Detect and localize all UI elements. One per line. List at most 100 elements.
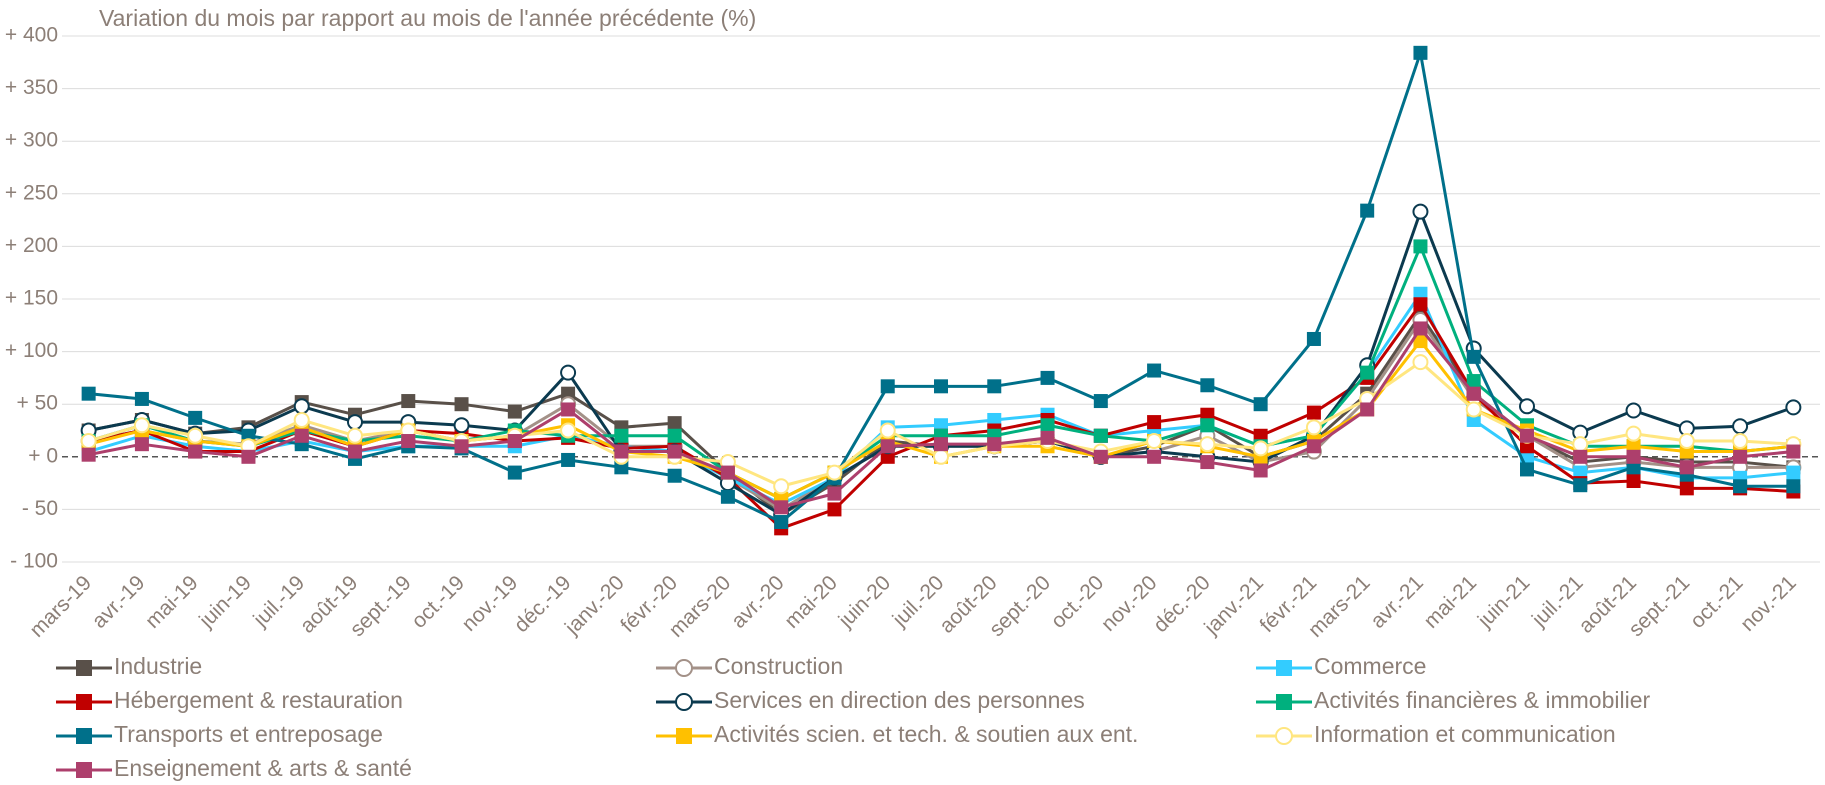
x-tick-label: oct.-20 [1047, 571, 1109, 633]
point [774, 515, 789, 530]
series-line [88, 302, 1794, 530]
point [1360, 365, 1375, 380]
series [80, 354, 1802, 495]
x-tick-label: avr.-21 [1366, 571, 1428, 633]
point [1200, 407, 1215, 422]
point [1465, 401, 1482, 418]
x-tick-label: nov.-19 [458, 571, 523, 636]
x-tick-label: juin-20 [834, 571, 896, 633]
point [1147, 415, 1162, 430]
point [1253, 463, 1268, 478]
point [1306, 331, 1321, 346]
point [1412, 354, 1429, 371]
point [507, 404, 522, 419]
point [401, 434, 416, 449]
point [1093, 394, 1108, 409]
point [1520, 428, 1534, 443]
y-tick-label: + 150 [5, 287, 58, 310]
point [1413, 321, 1428, 336]
point [293, 398, 310, 415]
point [80, 433, 97, 450]
point [1519, 398, 1535, 415]
legend-marker [76, 728, 92, 744]
point [1520, 462, 1534, 477]
point [1626, 449, 1641, 464]
point [879, 422, 896, 439]
y-tick-label: - 50 [22, 497, 58, 520]
legend-marker [76, 762, 92, 778]
point [454, 397, 469, 412]
point [1573, 449, 1588, 464]
point [667, 416, 682, 431]
legend-item: Hébergement & restauration [56, 687, 403, 713]
point [773, 478, 790, 495]
x-tick-label: janv.-20 [560, 571, 629, 640]
point [454, 439, 469, 454]
point [933, 448, 949, 465]
point [1679, 460, 1694, 475]
legend-label: Transports et entreposage [114, 721, 383, 747]
point [614, 444, 629, 459]
legend-marker [1276, 660, 1292, 676]
point [880, 379, 895, 394]
y-tick-label: + 200 [5, 234, 58, 257]
point [1679, 481, 1694, 496]
point [1146, 433, 1163, 450]
legend-item: Enseignement & arts & santé [56, 755, 412, 781]
legend-marker [76, 694, 92, 710]
point [561, 402, 576, 417]
point [1413, 297, 1428, 312]
point [507, 465, 522, 480]
point [1200, 378, 1215, 393]
point [241, 449, 256, 464]
point [561, 452, 576, 467]
point [1413, 334, 1428, 349]
point [1253, 428, 1268, 443]
point [560, 364, 577, 381]
x-tick-label: mai-20 [780, 571, 842, 633]
point [1573, 465, 1588, 480]
legend-label: Industrie [114, 653, 202, 679]
series-line [88, 318, 1794, 511]
point [720, 489, 735, 504]
chart-title: Variation du mois par rapport au mois de… [99, 5, 756, 31]
point [826, 464, 843, 481]
point [293, 411, 310, 428]
legend-item: Information et communication [1256, 721, 1616, 747]
point [1252, 440, 1269, 457]
x-tick-label: avr.-19 [88, 571, 150, 633]
point [294, 428, 309, 443]
x-tick-label: oct.-19 [407, 571, 469, 633]
legend-label: Activités scien. et tech. & soutien aux … [714, 721, 1138, 747]
legend-label: Hébergement & restauration [114, 687, 403, 713]
point [1572, 436, 1589, 453]
point [188, 410, 203, 425]
point [1625, 402, 1642, 419]
legend-item: Construction [656, 653, 843, 679]
point [1732, 418, 1749, 435]
legend-item: Activités scien. et tech. & soutien aux … [656, 721, 1138, 747]
point [1305, 419, 1322, 436]
point [827, 502, 842, 517]
point [1360, 203, 1375, 218]
point [1360, 402, 1375, 417]
point [1147, 449, 1162, 464]
point [667, 444, 682, 459]
legend-label: Information et communication [1314, 721, 1616, 747]
y-tick-label: + 100 [5, 339, 58, 362]
point [134, 437, 149, 452]
point [453, 417, 470, 434]
point [1413, 286, 1428, 301]
legend-marker [1275, 727, 1293, 745]
y-tick-label: + 350 [5, 76, 58, 99]
point [614, 428, 629, 443]
point [774, 500, 789, 515]
y-tick-label: - 100 [10, 550, 58, 573]
legend-label: Services en direction des personnes [714, 687, 1085, 713]
point [1306, 405, 1321, 420]
legend-label: Activités financières & immobilier [1314, 687, 1651, 713]
point [827, 486, 842, 501]
legend-item: Transports et entreposage [56, 721, 383, 747]
legend-label: Enseignement & arts & santé [114, 755, 412, 781]
point [1200, 455, 1215, 470]
